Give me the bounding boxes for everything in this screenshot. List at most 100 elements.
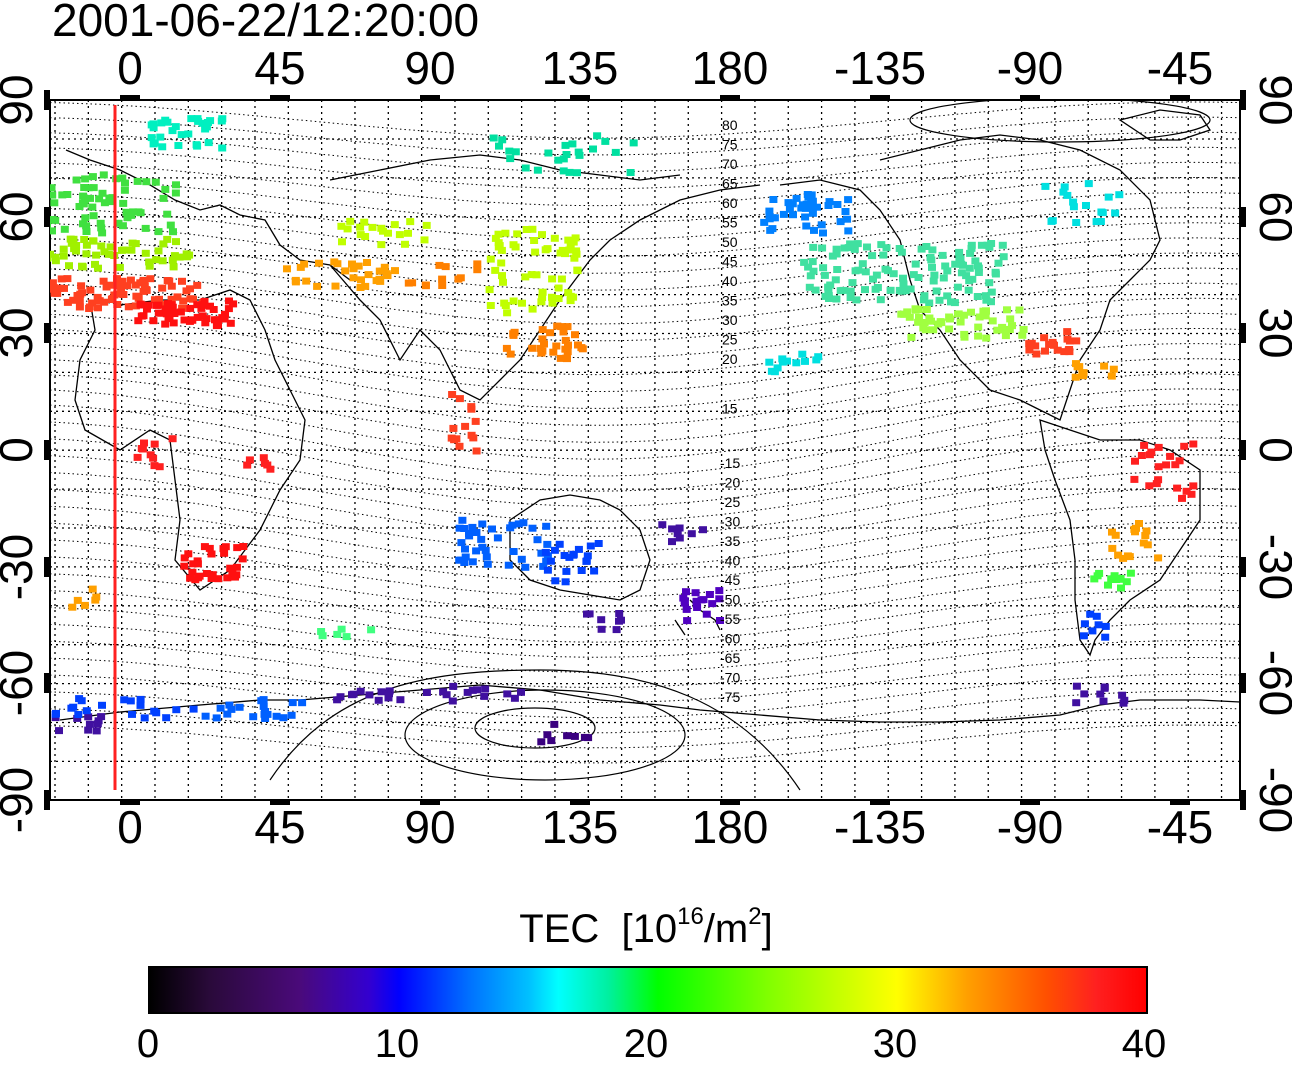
tec-point [501, 302, 510, 309]
tec-point [839, 286, 848, 294]
tec-point [137, 312, 146, 320]
tec-point [193, 115, 202, 123]
tec-point [836, 218, 845, 226]
tec-point [494, 230, 503, 238]
tec-point [557, 323, 566, 331]
tec-point [932, 287, 941, 295]
tec-point [915, 313, 923, 321]
tec-point [1072, 337, 1081, 345]
tec-point [113, 301, 122, 308]
tec-point [259, 696, 268, 704]
tec-point [954, 310, 962, 318]
right-lat-label: 60 [1250, 191, 1292, 242]
top-lon-label: 45 [254, 42, 305, 94]
tec-point [194, 574, 203, 582]
tec-point [84, 726, 93, 734]
tec-point [843, 215, 852, 223]
left-lat-label: 60 [0, 191, 42, 242]
tec-point [162, 714, 171, 722]
tec-point [121, 179, 129, 187]
tec-point [673, 530, 682, 538]
magnetic-contour [50, 437, 1240, 507]
colorbar-tick-label: 30 [872, 1022, 918, 1066]
tec-point [188, 568, 197, 576]
tec-point [214, 575, 223, 583]
tec-point [873, 284, 882, 291]
tec-point [919, 296, 928, 304]
tec-point [561, 141, 570, 149]
tec-point [114, 282, 122, 290]
magnetic-contour [50, 207, 1240, 257]
tec-point [1003, 306, 1011, 314]
timestamp-title: 2001-06-22/12:20:00 [52, 0, 480, 46]
colorbar-unit-exp1: 16 [677, 903, 704, 930]
tec-point [564, 289, 573, 297]
tec-point [214, 321, 222, 329]
tec-point [51, 253, 60, 261]
tec-point [914, 274, 923, 281]
tec-point [272, 712, 281, 720]
tec-point [180, 562, 189, 570]
tec-point [542, 557, 551, 565]
left-lat-label: -60 [0, 650, 42, 716]
tec-point [120, 186, 129, 194]
tec-point [391, 267, 399, 275]
tec-point [959, 311, 968, 319]
tec-point [982, 307, 990, 315]
tec-point [550, 234, 559, 242]
tec-point [994, 259, 1003, 267]
tec-point [202, 315, 211, 323]
tec-point [522, 226, 531, 233]
tec-point [193, 301, 202, 309]
tec-point [52, 709, 60, 717]
tec-point [119, 291, 128, 298]
tec-point [63, 298, 72, 306]
tec-point [118, 222, 127, 230]
tec-point [486, 255, 495, 263]
tec-point [167, 282, 176, 290]
tec-point [501, 229, 510, 237]
tec-point [82, 707, 91, 715]
tec-point [542, 522, 551, 530]
tec-point [86, 194, 94, 202]
tec-point [142, 286, 151, 294]
tec-point [201, 125, 210, 133]
tec-point [481, 685, 490, 693]
tec-point [960, 333, 969, 341]
tec-point [63, 275, 72, 283]
tec-point [844, 227, 853, 235]
tec-point [288, 699, 297, 707]
tec-point [563, 348, 572, 356]
top-tick [870, 95, 890, 101]
tec-point [420, 236, 429, 244]
tec-point [705, 591, 714, 598]
tec-point [783, 357, 791, 365]
tec-point [469, 434, 478, 442]
tec-point [982, 334, 991, 342]
tec-point [832, 295, 841, 303]
colorbar [148, 966, 1148, 1014]
tec-point [869, 275, 877, 283]
tec-point [967, 308, 975, 316]
tec-point [498, 272, 506, 280]
tec-point [1080, 620, 1089, 628]
tec-point [472, 547, 481, 555]
tec-point [147, 134, 156, 142]
tec-point [941, 262, 950, 270]
tec-point [206, 302, 214, 310]
tec-point [814, 353, 823, 361]
tec-point [131, 302, 140, 310]
tec-point [118, 277, 127, 285]
tec-point [1099, 697, 1108, 705]
tec-point [357, 276, 365, 284]
tec-point [1015, 306, 1024, 314]
tec-point [193, 560, 202, 568]
tec-point [573, 267, 582, 275]
tec-point [127, 246, 136, 254]
tec-point [964, 286, 973, 294]
tec-point [1189, 482, 1198, 490]
tec-point [72, 176, 81, 184]
tec-point [146, 275, 155, 283]
tec-point [176, 308, 185, 316]
bottom-lon-label: -135 [834, 801, 926, 853]
